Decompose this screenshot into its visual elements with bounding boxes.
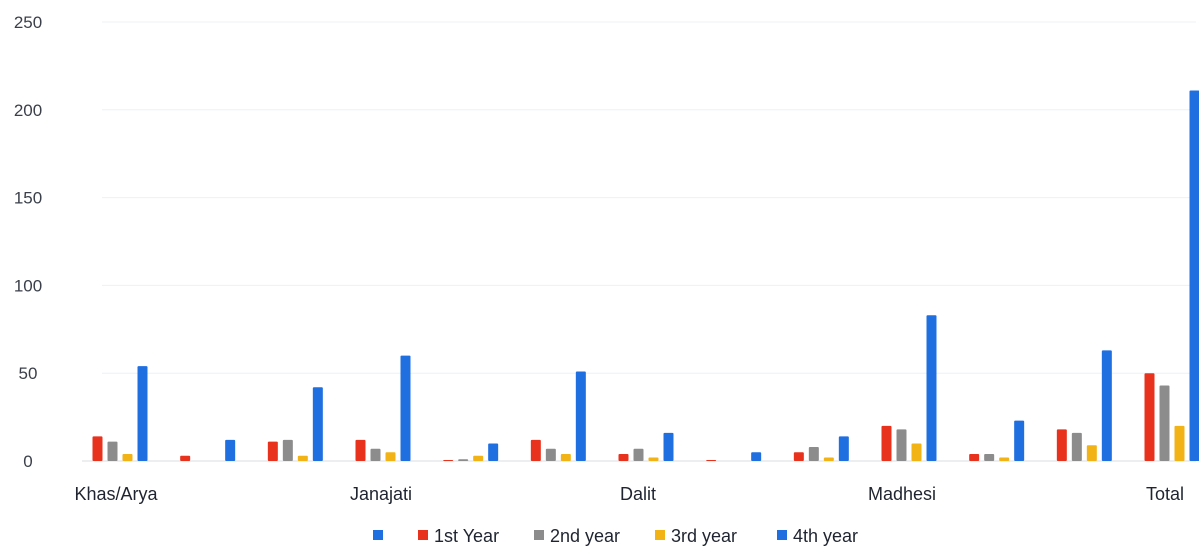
bar-2nd-year	[896, 429, 907, 461]
x-category-label: Khas/Arya	[74, 484, 158, 504]
bar-1st-year	[92, 436, 103, 461]
bar-1st-year	[443, 460, 454, 461]
bar-4th-year	[575, 371, 586, 461]
bar-4th-year	[312, 387, 323, 461]
bar-2nd-year	[107, 441, 118, 461]
bar-3rd-year	[297, 455, 308, 461]
legend-swatch	[777, 530, 787, 540]
bar-4th-year	[926, 315, 937, 461]
bar-4th-year	[838, 436, 849, 461]
legend-swatch	[373, 530, 383, 540]
bar-1st-year	[1144, 373, 1155, 461]
bar-3rd-year	[823, 457, 834, 461]
bar-3rd-year	[999, 457, 1010, 461]
legend-label: 3rd year	[671, 526, 737, 546]
bar-3rd-year	[385, 452, 396, 461]
bar-4th-year	[488, 443, 499, 461]
bar-2nd-year	[1159, 385, 1170, 461]
x-category-label: Madhesi	[868, 484, 936, 504]
bar-2nd-year	[370, 448, 381, 461]
bar-3rd-year	[1174, 425, 1185, 461]
bar-1st-year	[618, 453, 629, 461]
bar-3rd-year	[911, 443, 922, 461]
bar-4th-year	[137, 366, 148, 461]
bar-2nd-year	[458, 459, 469, 461]
bar-2nd-year	[633, 448, 644, 461]
y-tick-label: 50	[19, 364, 38, 383]
bar-4th-year	[1101, 350, 1112, 461]
legend-swatch	[534, 530, 544, 540]
bar-1st-year	[267, 441, 278, 461]
bar-4th-year	[1014, 420, 1025, 461]
bar-1st-year	[355, 439, 366, 461]
bar-3rd-year	[473, 455, 484, 461]
legend-label: 1st Year	[434, 526, 499, 546]
bar-2nd-year	[808, 446, 819, 461]
x-category-label: Total	[1146, 484, 1184, 504]
bar-1st-year	[793, 452, 804, 461]
bar-1st-year	[530, 439, 541, 461]
legend-swatch	[655, 530, 665, 540]
bar-2nd-year	[1071, 432, 1082, 461]
bar-1st-year	[706, 460, 717, 461]
legend-label: 2nd year	[550, 526, 620, 546]
bar-4th-year	[751, 452, 762, 461]
bar-3rd-year	[1086, 445, 1097, 461]
bar-2nd-year	[282, 439, 293, 461]
y-tick-label: 200	[14, 101, 42, 120]
bar-3rd-year	[560, 453, 571, 461]
bar-3rd-year	[122, 453, 133, 461]
bar-4th-year	[1189, 90, 1199, 461]
legend-label: 4th year	[793, 526, 858, 546]
x-category-label: Dalit	[620, 484, 656, 504]
legend-swatch	[418, 530, 428, 540]
y-tick-label: 150	[14, 189, 42, 208]
bar-4th-year	[225, 439, 236, 461]
bar-4th-year	[400, 355, 411, 461]
y-tick-label: 250	[14, 13, 42, 32]
bar-4th-year	[663, 432, 674, 461]
bar-2nd-year	[545, 448, 556, 461]
bar-1st-year	[969, 453, 980, 461]
bar-3rd-year	[648, 457, 659, 461]
y-tick-label: 100	[14, 276, 42, 295]
bar-1st-year	[881, 425, 892, 461]
bar-1st-year	[180, 455, 191, 461]
bar-2nd-year	[984, 453, 995, 461]
bar-1st-year	[1056, 429, 1067, 461]
x-category-label: Janajati	[350, 484, 412, 504]
y-tick-label: 0	[23, 452, 32, 471]
